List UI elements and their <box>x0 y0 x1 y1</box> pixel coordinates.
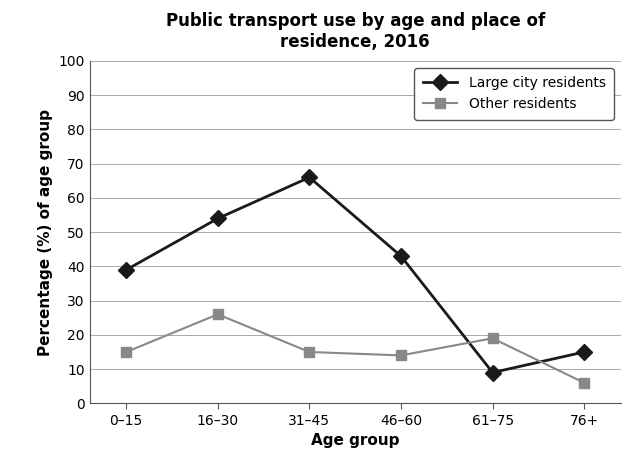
Other residents <box>214 311 221 317</box>
Large city residents <box>305 174 313 180</box>
Title: Public transport use by age and place of
residence, 2016: Public transport use by age and place of… <box>166 12 545 51</box>
Large city residents <box>397 253 405 259</box>
Y-axis label: Percentage (%) of age group: Percentage (%) of age group <box>38 109 53 356</box>
Large city residents <box>580 349 588 355</box>
Large city residents <box>122 267 130 272</box>
Large city residents <box>489 370 497 375</box>
Line: Large city residents: Large city residents <box>121 172 589 378</box>
X-axis label: Age group: Age group <box>311 433 399 448</box>
Large city residents <box>214 216 221 221</box>
Other residents <box>305 349 313 355</box>
Other residents <box>580 380 588 386</box>
Other residents <box>122 349 130 355</box>
Other residents <box>397 353 405 358</box>
Line: Other residents: Other residents <box>122 310 589 388</box>
Legend: Large city residents, Other residents: Large city residents, Other residents <box>414 68 614 120</box>
Other residents <box>489 335 497 341</box>
